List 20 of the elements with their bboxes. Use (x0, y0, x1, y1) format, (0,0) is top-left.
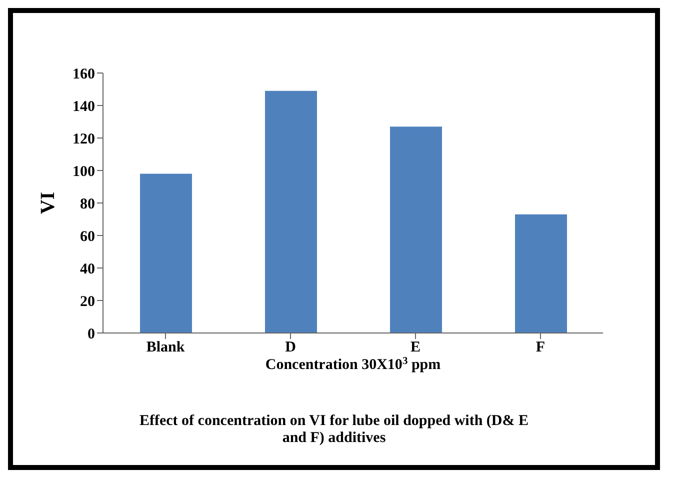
bar (515, 214, 567, 333)
x-tick-label: D (285, 340, 296, 356)
y-tick-label: 0 (88, 326, 95, 342)
x-tick-label: F (536, 340, 546, 356)
y-tick-label: 120 (72, 131, 95, 148)
y-tick-label: 20 (80, 294, 95, 310)
x-tick-label: E (410, 340, 421, 356)
y-tick-label: 140 (72, 98, 95, 115)
bar (265, 90, 317, 333)
y-tick-label: 160 (72, 66, 95, 82)
y-axis-title: VI (37, 192, 60, 214)
y-tick-label: 80 (80, 196, 95, 212)
y-tick-label: 40 (80, 261, 95, 278)
x-axis-title: Concentration 30X10$^{3}$ ppm (265, 356, 442, 373)
text: Effect of concentration on VI for lube oil dopped with (D& E and F) additives (138, 413, 530, 447)
bar (390, 126, 442, 333)
y-tick-label: 60 (80, 228, 95, 245)
x-tick-label: Blank (146, 340, 186, 356)
bar (140, 174, 192, 333)
y-tick-label: 100 (72, 164, 95, 180)
